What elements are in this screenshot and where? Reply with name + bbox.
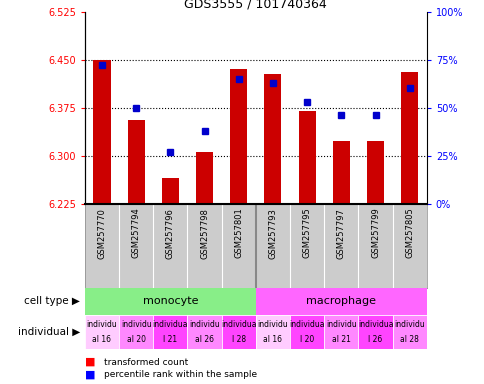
Text: GSM257799: GSM257799 <box>370 208 379 258</box>
Text: individu: individu <box>325 320 356 329</box>
Text: GSM257801: GSM257801 <box>234 208 243 258</box>
Bar <box>264 74 281 204</box>
Text: ■: ■ <box>85 369 95 379</box>
Text: ■: ■ <box>85 357 95 367</box>
Text: individua: individua <box>289 320 324 329</box>
Bar <box>392 315 426 349</box>
Text: individua: individua <box>152 320 188 329</box>
Text: l 28: l 28 <box>231 335 245 344</box>
Text: monocyte: monocyte <box>142 296 197 306</box>
Text: GSM257795: GSM257795 <box>302 208 311 258</box>
Text: transformed count: transformed count <box>104 358 188 367</box>
Bar <box>119 315 153 349</box>
Bar <box>256 288 426 315</box>
Text: individu: individu <box>189 320 219 329</box>
Text: al 16: al 16 <box>92 335 111 344</box>
Bar <box>256 315 289 349</box>
Bar <box>196 152 212 204</box>
Bar <box>93 60 110 204</box>
Bar <box>400 72 417 204</box>
Text: GSM257798: GSM257798 <box>199 208 209 258</box>
Bar <box>153 315 187 349</box>
Text: percentile rank within the sample: percentile rank within the sample <box>104 370 257 379</box>
Text: GSM257793: GSM257793 <box>268 208 277 258</box>
Text: GSM257770: GSM257770 <box>97 208 106 258</box>
Text: individu: individu <box>87 320 117 329</box>
Bar <box>221 315 256 349</box>
Text: al 21: al 21 <box>331 335 350 344</box>
Text: individua: individua <box>221 320 256 329</box>
Text: GSM257796: GSM257796 <box>166 208 175 258</box>
Title: GDS3555 / 101740364: GDS3555 / 101740364 <box>184 0 327 10</box>
Text: GSM257805: GSM257805 <box>404 208 413 258</box>
Text: al 28: al 28 <box>399 335 418 344</box>
Bar <box>85 288 256 315</box>
Bar <box>230 69 247 204</box>
Bar <box>324 315 358 349</box>
Bar <box>358 315 392 349</box>
Bar <box>187 315 221 349</box>
Text: cell type ▶: cell type ▶ <box>24 296 80 306</box>
Text: macrophage: macrophage <box>306 296 376 306</box>
Text: individu: individu <box>121 320 151 329</box>
Text: GSM257794: GSM257794 <box>131 208 140 258</box>
Bar <box>85 315 119 349</box>
Text: GSM257797: GSM257797 <box>336 208 345 258</box>
Bar <box>366 141 383 204</box>
Text: individual ▶: individual ▶ <box>18 327 80 337</box>
Text: al 20: al 20 <box>126 335 145 344</box>
Text: individu: individu <box>393 320 424 329</box>
Bar <box>298 111 315 204</box>
Bar <box>127 120 144 204</box>
Text: l 20: l 20 <box>300 335 314 344</box>
Text: al 26: al 26 <box>195 335 213 344</box>
Text: l 21: l 21 <box>163 335 177 344</box>
Text: individu: individu <box>257 320 287 329</box>
Bar <box>332 141 349 204</box>
Bar <box>289 315 323 349</box>
Text: al 16: al 16 <box>263 335 282 344</box>
Text: individua: individua <box>357 320 393 329</box>
Bar <box>162 178 179 204</box>
Text: l 26: l 26 <box>368 335 382 344</box>
